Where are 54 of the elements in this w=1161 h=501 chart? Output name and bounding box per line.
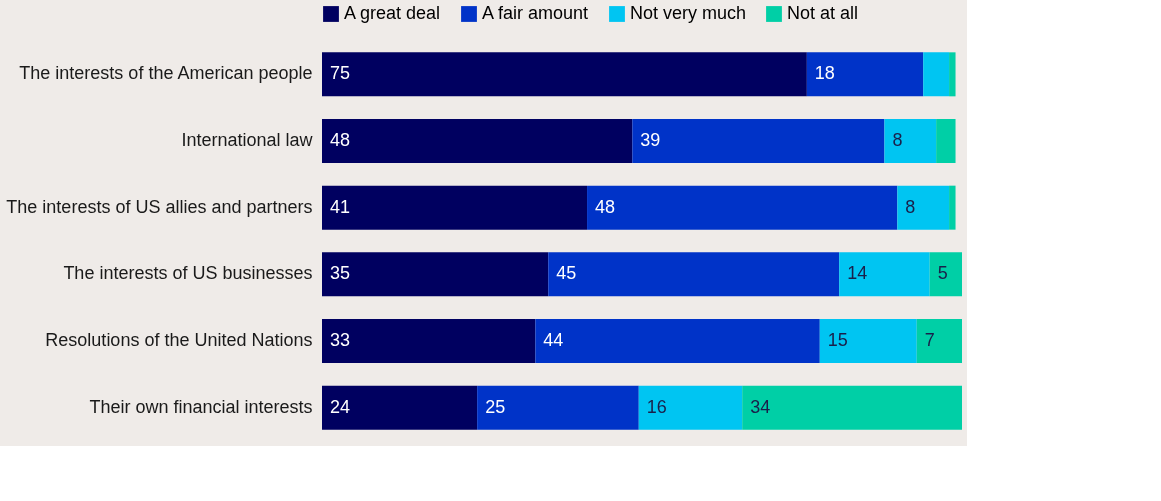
y-tick-label: The interests of the American people: [19, 63, 313, 84]
data-label: 8: [892, 130, 903, 150]
bar: [632, 119, 885, 163]
data-label: 45: [556, 263, 577, 284]
bar: [638, 385, 743, 430]
bar: [322, 52, 807, 97]
y-tick-label: The interests of US businesses: [63, 263, 313, 284]
data-label: 25: [485, 396, 506, 417]
legend-label: Not very much: [630, 3, 747, 23]
bar: [322, 185, 588, 230]
y-tick-label: Their own financial interests: [89, 396, 313, 417]
data-label: 39: [640, 130, 661, 150]
data-label: 18: [814, 63, 835, 84]
data-label: 41: [330, 196, 351, 217]
bar: [923, 52, 950, 97]
bar: [322, 252, 549, 297]
data-label: 48: [330, 130, 351, 150]
data-label: 5: [937, 263, 948, 284]
data-label: 75: [330, 63, 351, 84]
bar: [742, 385, 962, 430]
bar: [535, 319, 820, 363]
data-label: 33: [330, 330, 351, 350]
data-label: 48: [595, 196, 616, 217]
data-label: 8: [905, 196, 916, 217]
y-tick-label: Resolutions of the United Nations: [45, 330, 313, 350]
data-label: 14: [847, 263, 868, 284]
data-label: 15: [827, 330, 848, 350]
bar: [949, 185, 956, 230]
bar: [897, 185, 950, 230]
bar: [322, 319, 536, 363]
legend-label: Not at all: [787, 3, 859, 23]
bar: [929, 252, 962, 297]
bar: [806, 52, 924, 97]
bar: [949, 52, 956, 97]
data-label: 16: [646, 396, 667, 417]
data-label: 7: [924, 330, 935, 350]
bar: [587, 185, 898, 230]
y-tick-label: The interests of US allies and partners: [6, 196, 313, 217]
legend-label: A fair amount: [482, 3, 589, 23]
bar: [477, 385, 639, 430]
y-tick-label: International law: [181, 130, 314, 150]
bar: [819, 319, 917, 363]
legend-label: A great deal: [344, 3, 441, 23]
bar: [322, 385, 478, 430]
bar: [548, 252, 840, 297]
data-label: 35: [330, 263, 351, 284]
data-label: 34: [750, 396, 771, 417]
bar: [322, 119, 633, 163]
bar: [884, 119, 937, 163]
bar: [839, 252, 930, 297]
data-label: 44: [543, 330, 564, 350]
bar: [936, 119, 956, 163]
data-label: 24: [330, 396, 351, 417]
bar: [916, 319, 962, 363]
